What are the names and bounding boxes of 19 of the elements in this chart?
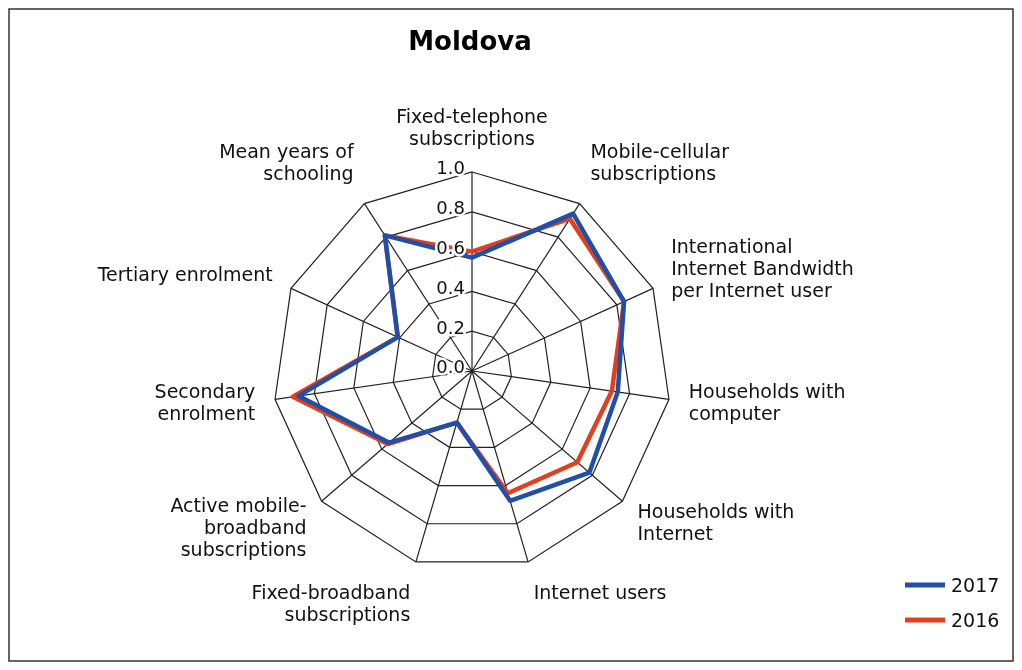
spoke-label: Mobile-cellular subscriptions xyxy=(590,140,730,185)
spoke-label: Secondary enrolment xyxy=(154,379,256,424)
spoke-label: Mean years of schooling xyxy=(219,140,355,185)
chart-title: Moldova xyxy=(408,26,532,56)
spoke-label: International Internet Bandwidth per Internet user xyxy=(671,234,854,301)
spoke-label: Households with computer xyxy=(688,379,846,424)
y-tick-label: 0.4 xyxy=(436,276,465,298)
y-tick-label: 0.6 xyxy=(436,236,465,258)
spoke-label: Fixed-telephone subscriptions xyxy=(396,105,548,150)
legend-label: 2017 xyxy=(951,573,1000,596)
y-tick-label: 1.0 xyxy=(436,157,465,179)
spoke-label: Tertiary enrolment xyxy=(96,263,273,286)
y-tick-label: 0.8 xyxy=(436,197,465,219)
spoke-label: Internet users xyxy=(533,580,667,603)
spoke-label: Fixed-broadband subscriptions xyxy=(251,580,411,625)
spoke-label: Active mobile-broadband subscriptions xyxy=(170,493,307,560)
y-tick-label: 0.0 xyxy=(436,356,465,378)
spoke-label: Households with Internet xyxy=(637,499,795,544)
legend-label: 2016 xyxy=(951,608,1000,631)
